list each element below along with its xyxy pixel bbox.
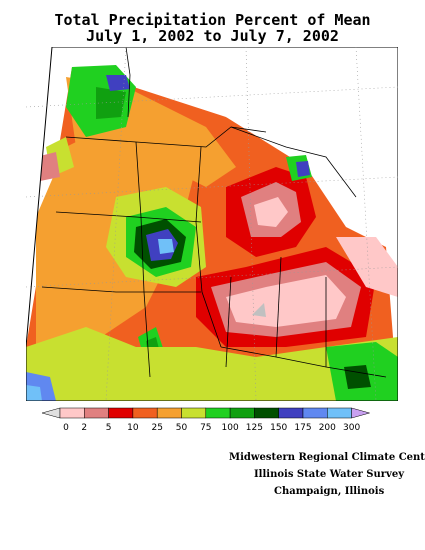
map-frame xyxy=(26,47,398,401)
legend-swatch xyxy=(278,407,304,419)
legend-swatch xyxy=(59,407,85,419)
legend-label: 10 xyxy=(127,423,139,433)
legend-swatch xyxy=(84,407,109,419)
legend-label: 100 xyxy=(222,423,239,433)
legend-swatch xyxy=(156,407,182,419)
precipitation-map xyxy=(26,47,398,401)
color-legend: 0 2 5 10 25 50 75 100 125 150 175 200 300 xyxy=(41,407,371,433)
legend-swatch xyxy=(205,407,231,419)
credit-line-1: Midwestern Regional Climate Center xyxy=(229,452,425,463)
map-title-line-2: July 1, 2002 to July 7, 2002 xyxy=(86,27,339,45)
legend-swatch xyxy=(181,407,207,419)
northwest-blue-patch xyxy=(106,75,130,91)
northeast-blue-spot xyxy=(296,161,310,177)
legend-swatch xyxy=(254,407,279,419)
legend-swatch xyxy=(327,407,352,419)
legend-label: 300 xyxy=(343,423,360,433)
legend-label: 25 xyxy=(151,423,162,433)
legend-label: 125 xyxy=(246,423,263,433)
legend-swatch xyxy=(302,407,328,419)
boundary-lines xyxy=(41,47,387,378)
southwest-light-blue xyxy=(26,385,42,401)
map-title-line-1: Total Precipitation Percent of Mean xyxy=(54,11,371,29)
wisconsin-light-blue-core xyxy=(158,239,174,254)
michigan-dry-light-pink xyxy=(254,197,288,227)
credit-line-2: Illinois State Water Survey xyxy=(254,469,405,480)
legend-label: 2 xyxy=(81,423,87,433)
legend-label: 75 xyxy=(200,423,211,433)
canada-blank-area xyxy=(126,47,398,237)
legend-swatch xyxy=(108,407,134,419)
central-dry-gray-spot xyxy=(252,303,266,317)
north-dark-green xyxy=(96,87,126,119)
credit-line-3: Champaign, Illinois xyxy=(274,486,385,497)
east-dry-pink xyxy=(336,237,398,297)
legend-label: 0 xyxy=(63,423,69,433)
legend-label: 200 xyxy=(319,423,336,433)
legend-swatch xyxy=(132,407,158,419)
legend-over-arrow xyxy=(351,407,371,419)
legend-swatch xyxy=(229,407,255,419)
south-yellow-band xyxy=(26,327,398,401)
legend-label: 50 xyxy=(176,423,188,433)
legend-label: 175 xyxy=(294,423,311,433)
legend-under-arrow xyxy=(41,407,61,419)
legend-label: 150 xyxy=(270,423,287,433)
legend-label: 5 xyxy=(106,423,112,433)
